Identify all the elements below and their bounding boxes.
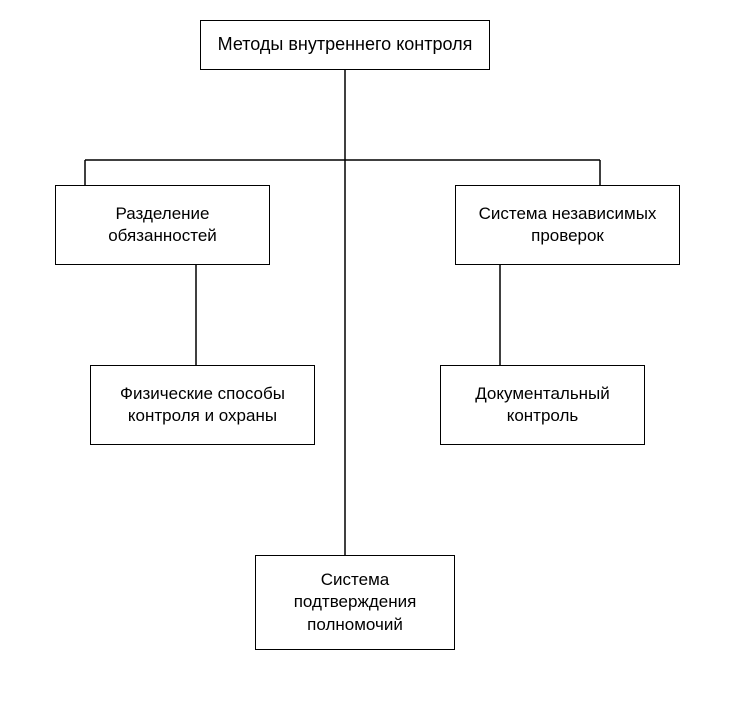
node-n1: Разделение обязанностей: [55, 185, 270, 265]
node-label: Разделение обязанностей: [62, 203, 263, 247]
node-n2: Система независимых проверок: [455, 185, 680, 265]
node-label: Система подтверждения полномочий: [262, 569, 448, 635]
node-n4: Документальный контроль: [440, 365, 645, 445]
node-n3: Физические способы контроля и охраны: [90, 365, 315, 445]
diagram-canvas: Методы внутреннего контроля Разделение об…: [0, 0, 736, 719]
node-root: Методы внутреннего контроля: [200, 20, 490, 70]
node-label: Система независимых проверок: [462, 203, 673, 247]
node-label: Документальный контроль: [447, 383, 638, 427]
node-label: Физические способы контроля и охраны: [97, 383, 308, 427]
node-label: Методы внутреннего контроля: [218, 33, 473, 56]
node-n5: Система подтверждения полномочий: [255, 555, 455, 650]
